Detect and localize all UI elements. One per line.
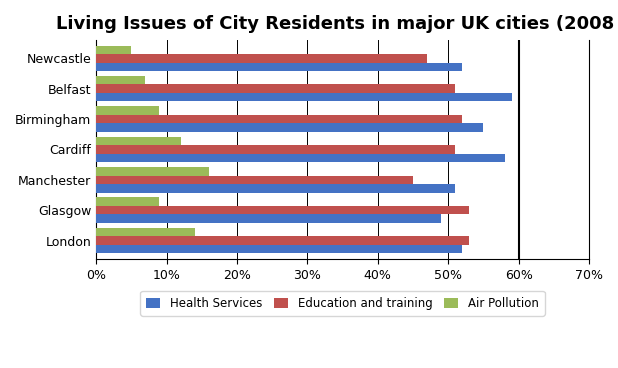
Bar [96, 145, 455, 154]
Bar [96, 228, 195, 236]
Bar [96, 115, 462, 123]
Bar [96, 154, 504, 162]
Bar [96, 167, 209, 176]
Bar [96, 184, 455, 192]
Bar [96, 106, 159, 115]
Bar [96, 85, 455, 93]
Bar [96, 236, 469, 245]
Bar [96, 176, 413, 184]
Bar [96, 206, 469, 215]
Bar [96, 54, 427, 63]
Bar [96, 215, 441, 223]
Bar [96, 93, 512, 102]
Bar [96, 46, 131, 54]
Bar [96, 198, 159, 206]
Bar [96, 63, 462, 71]
Title: Living Issues of City Residents in major UK cities (2008 ): Living Issues of City Residents in major… [56, 15, 618, 33]
Bar [96, 123, 483, 132]
Bar [96, 137, 180, 145]
Bar [96, 245, 462, 254]
Legend: Health Services, Education and training, Air Pollution: Health Services, Education and training,… [140, 291, 544, 316]
Bar [96, 76, 145, 85]
